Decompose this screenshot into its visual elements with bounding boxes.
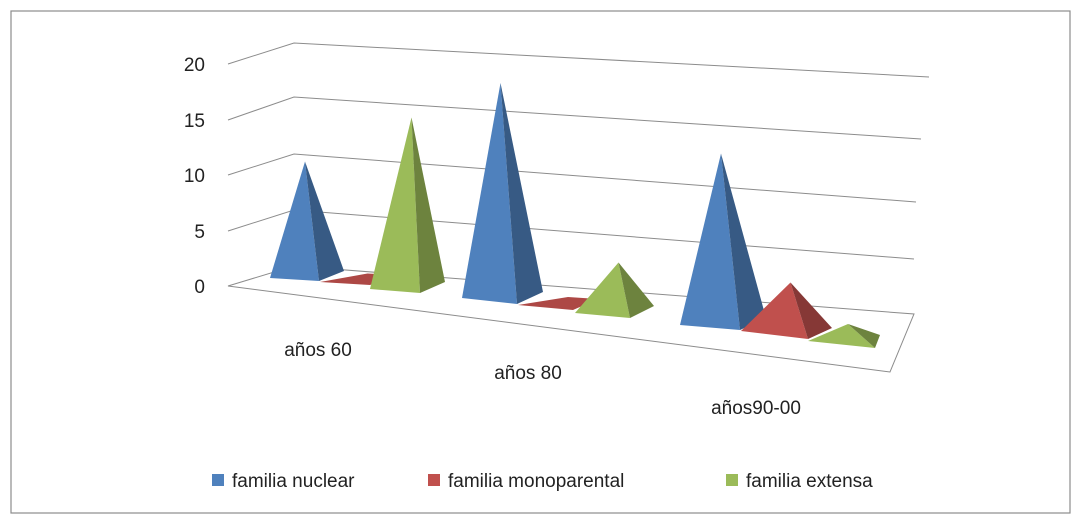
category-label: años 80 <box>494 363 562 384</box>
pyramid-front-face <box>680 153 740 330</box>
pyramid-side-face <box>411 117 445 293</box>
legend-swatch <box>726 474 738 486</box>
pyramid-side-face <box>305 161 344 281</box>
pyramid-1-1 <box>518 297 598 310</box>
gridline <box>227 42 930 78</box>
y-tick-label: 0 <box>194 277 205 298</box>
y-tick-label: 20 <box>184 55 205 76</box>
pyramid-side-face <box>790 282 832 339</box>
pyramid-front-face <box>270 161 319 281</box>
gridline <box>227 153 917 203</box>
pyramid-side-face <box>848 324 880 348</box>
chart-border <box>10 10 1071 514</box>
legend: familia nuclear familia monoparental famil… <box>212 471 873 492</box>
pyramid-front-face <box>370 117 420 293</box>
category-label: años 60 <box>284 340 352 361</box>
legend-swatch <box>212 474 224 486</box>
pyramid-front-face <box>575 262 630 318</box>
legend-label: familia nuclear <box>232 471 355 492</box>
y-tick-label: 10 <box>184 166 205 187</box>
pyramid-side-face <box>721 153 766 330</box>
gridline <box>227 96 922 140</box>
y-tick-label: 5 <box>194 222 205 243</box>
pyramids <box>270 83 880 348</box>
pyramid-front-face <box>741 282 808 339</box>
pyramid-front-face <box>462 83 517 304</box>
legend-label: familia extensa <box>746 471 873 492</box>
legend-label: familia monoparental <box>448 471 624 492</box>
y-axis-ticks: 0 5 10 15 20 <box>184 55 205 298</box>
pyramid-side-face <box>618 262 654 318</box>
pyramid-front-face <box>808 324 875 348</box>
category-label: años90-00 <box>711 398 801 419</box>
category-labels: años 60 años 80 años90-00 <box>284 340 801 419</box>
pyramid-side-face <box>500 83 543 304</box>
y-tick-label: 15 <box>184 111 205 132</box>
legend-swatch <box>428 474 440 486</box>
